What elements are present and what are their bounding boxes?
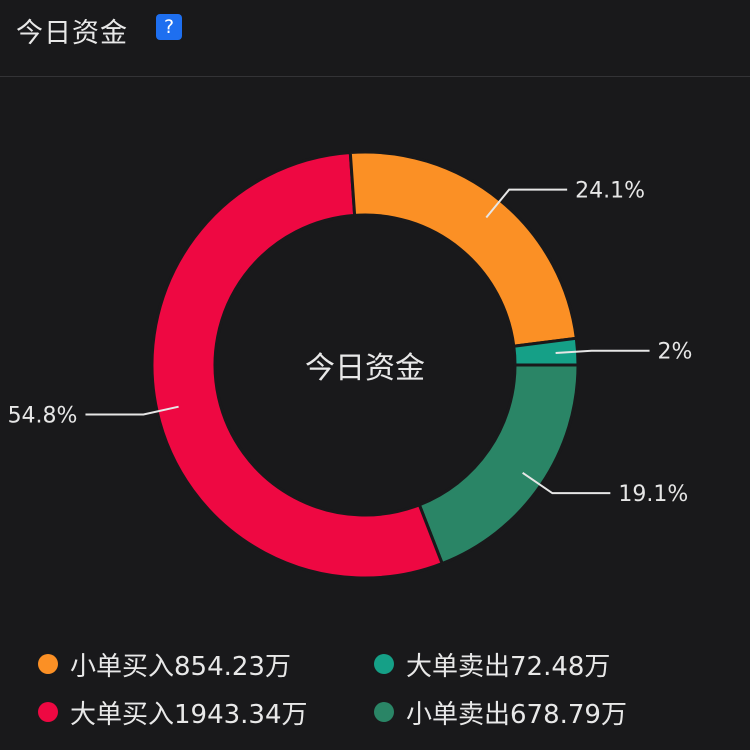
legend-item-small-buy: 小单买入854.23万	[38, 644, 291, 684]
center-label: 今日资金	[305, 351, 425, 386]
slice-large-buy[interactable]	[150, 150, 445, 580]
legend-dot	[38, 654, 58, 674]
page-title: 今日资金	[16, 18, 128, 49]
data-label: 24.1%	[575, 179, 645, 204]
header: 今日资金 ?	[0, 0, 750, 77]
donut-chart: 19.1% 54.8% 24.1% 2% 今日资金	[8, 150, 693, 580]
leader-line	[85, 405, 179, 416]
legend-dot	[374, 654, 394, 674]
data-label: 2%	[658, 340, 693, 365]
leader-line	[522, 472, 611, 495]
data-label: 19.1%	[618, 482, 688, 507]
leader-line	[485, 188, 568, 219]
legend-label: 小单买入854.23万	[70, 651, 291, 682]
legend-item-small-sell: 小单卖出678.79万	[374, 692, 627, 732]
legend-label: 小单卖出678.79万	[406, 699, 627, 730]
slice-small-buy[interactable]	[348, 150, 578, 348]
legend: 小单买入854.23万 大单卖出72.48万 大单买入1943.34万 小单卖出…	[0, 640, 750, 740]
legend-dot	[38, 702, 58, 722]
legend-label: 大单买入1943.34万	[70, 699, 308, 730]
slice-large-sell[interactable]	[512, 336, 580, 367]
legend-label: 大单卖出72.48万	[406, 651, 611, 682]
slice-small-sell[interactable]	[417, 363, 580, 566]
legend-item-large-buy: 大单买入1943.34万	[38, 692, 308, 732]
leader-line	[555, 349, 650, 355]
legend-item-large-sell: 大单卖出72.48万	[374, 644, 610, 684]
legend-dot	[374, 702, 394, 722]
help-icon[interactable]: ?	[156, 14, 182, 40]
data-label: 54.8%	[8, 404, 78, 429]
